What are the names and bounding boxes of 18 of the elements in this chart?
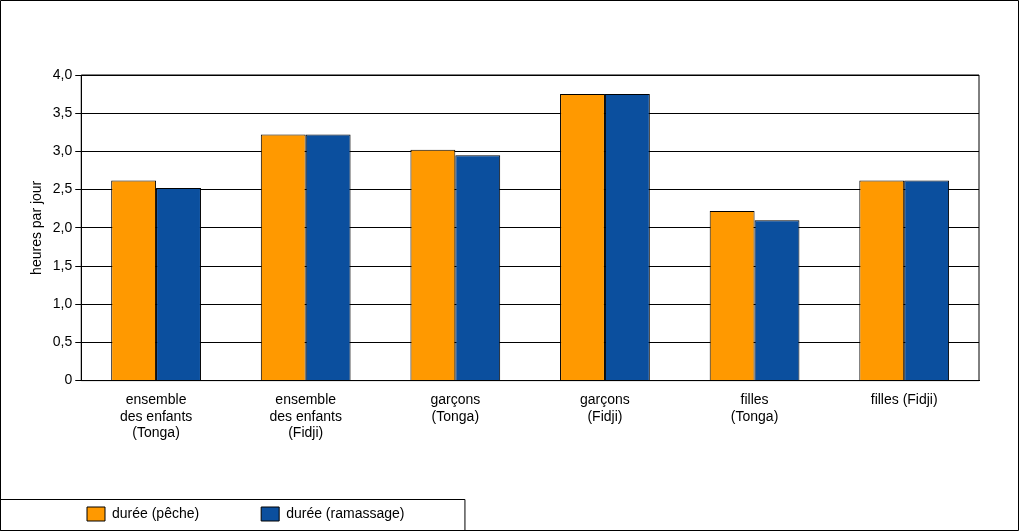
y-tick-label: 4,0	[52, 65, 73, 82]
y-tick-label: 1,0	[52, 295, 73, 312]
y-tick-label: 0	[64, 371, 73, 388]
y-tick-label: 2,5	[52, 180, 73, 197]
legend-label: durée (pêche)	[112, 504, 200, 521]
y-axis-title: heures par jour	[28, 180, 45, 275]
y-tick-label: 3,0	[52, 142, 73, 159]
x-tick-label: garçons (Tonga)	[430, 390, 481, 424]
x-tick-label: filles (Fidji)	[870, 390, 938, 407]
x-tick-label: garçons (Fidji)	[580, 390, 630, 424]
y-tick-label: 0,5	[52, 333, 73, 350]
y-tick-label: 1,5	[52, 256, 73, 273]
x-tick-label: ensemble des enfants (Fidji)	[269, 390, 342, 441]
y-tick-label: 2,0	[52, 218, 73, 235]
x-tick-label: ensemble des enfants (Tonga)	[119, 390, 193, 441]
x-tick-label: filles (Tonga)	[730, 390, 779, 424]
legend-label: durée (ramassage)	[286, 504, 405, 521]
y-tick-label: 3,5	[52, 104, 73, 121]
